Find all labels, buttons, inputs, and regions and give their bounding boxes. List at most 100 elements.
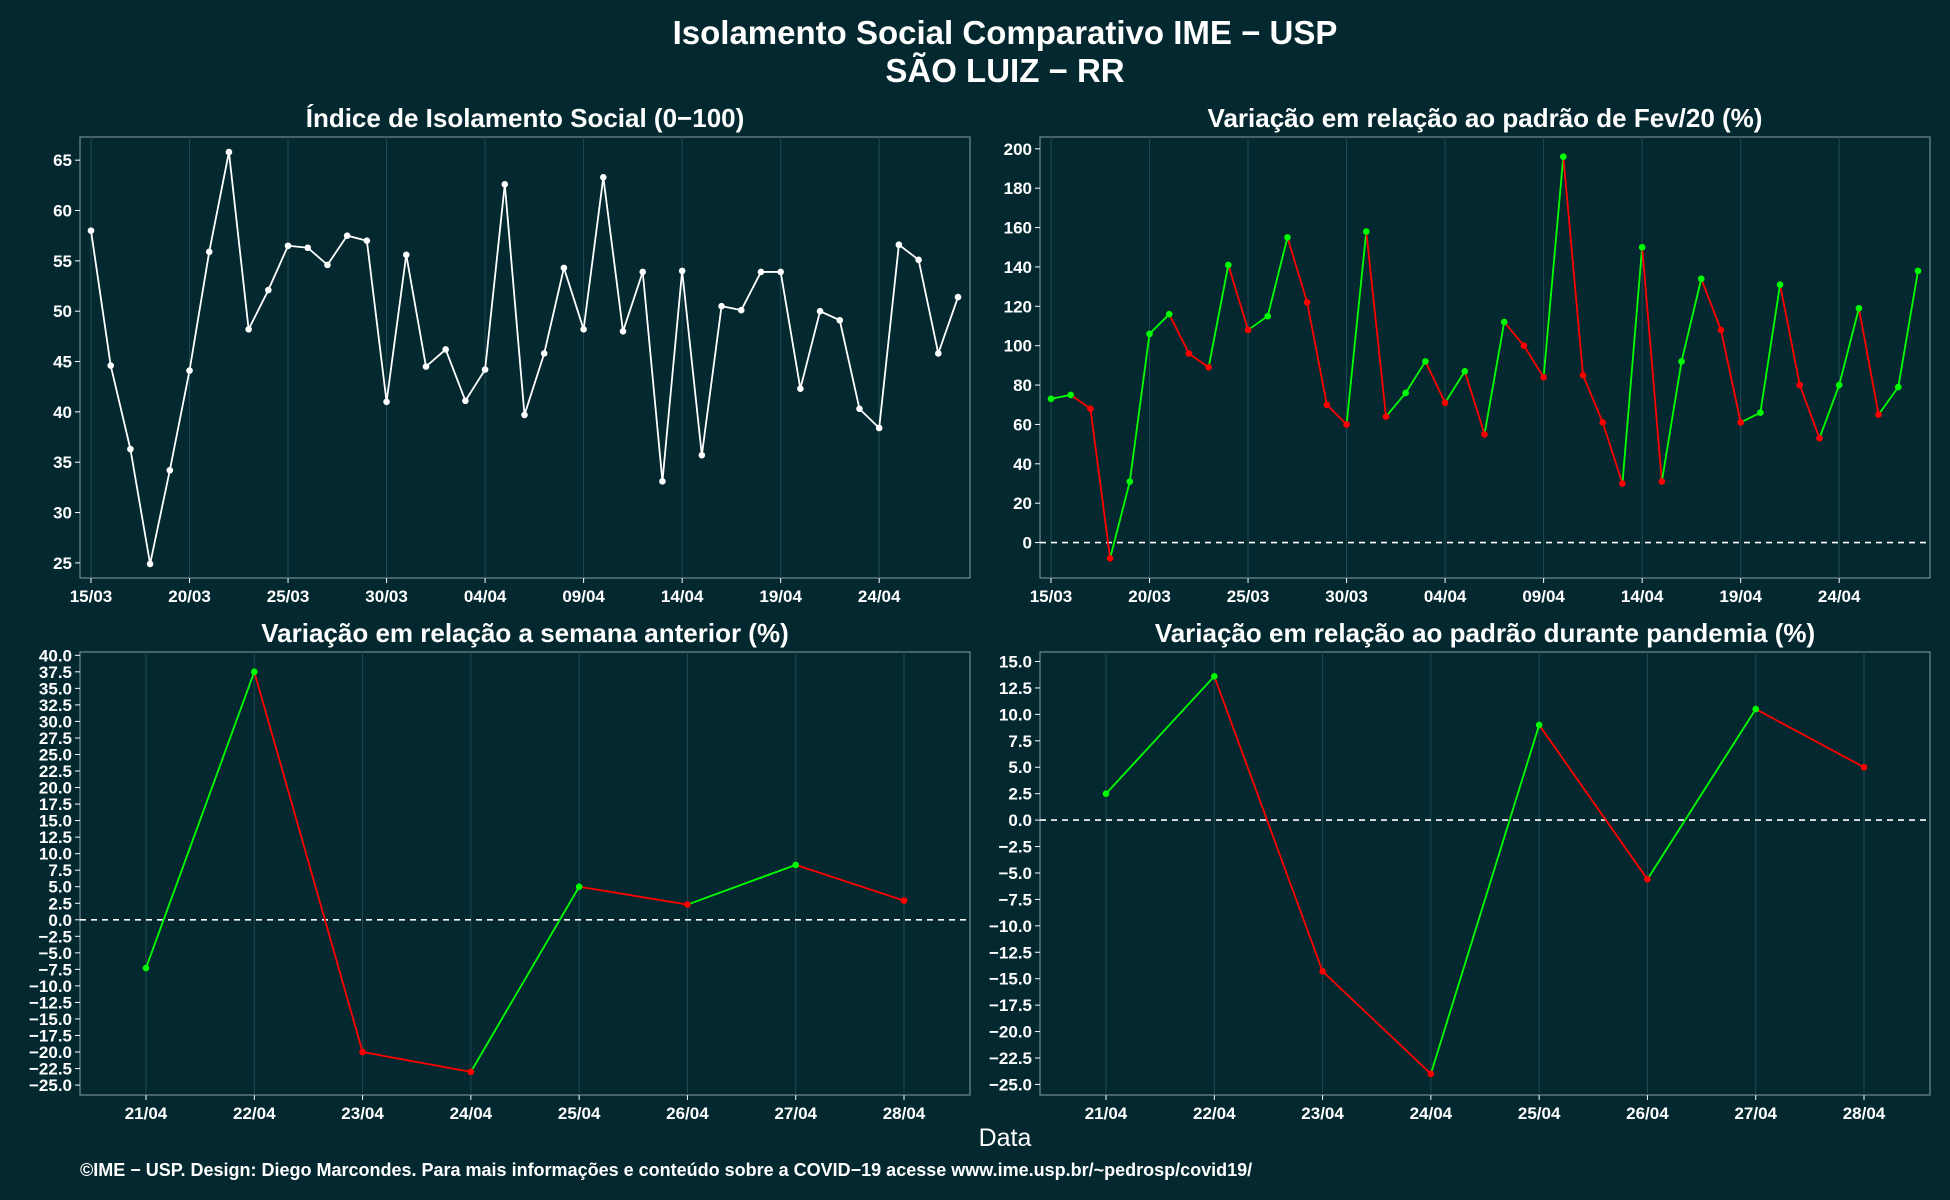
x-tick-label: 25/03: [267, 587, 310, 606]
series-segment: [1542, 156, 1565, 378]
data-point: [245, 326, 252, 333]
y-tick-label: −7.5: [998, 890, 1032, 909]
y-tick-label: 2.5: [48, 894, 72, 913]
data-point: [797, 385, 804, 393]
footer-credit: ©IME − USP. Design: Diego Marcondes. Par…: [80, 1160, 1252, 1180]
x-tick-label: 27/04: [1734, 1104, 1777, 1123]
series-segment: [1070, 394, 1091, 410]
y-tick-label: −25.0: [29, 1076, 72, 1095]
y-tick-label: 100: [1004, 337, 1032, 356]
series-segment: [1720, 329, 1742, 423]
x-tick-label: 24/04: [858, 587, 901, 606]
x-tick-label: 09/04: [1522, 587, 1565, 606]
series-segment: [1779, 284, 1801, 386]
series-segment: [1798, 384, 1821, 439]
data-point: [900, 897, 908, 904]
data-point: [757, 268, 765, 276]
series-segment: [1523, 345, 1545, 378]
data-point: [639, 268, 647, 276]
data-point: [1520, 342, 1528, 349]
y-tick-label: −2.5: [38, 927, 72, 946]
y-tick-label: 80: [1013, 376, 1032, 395]
series-segment: [326, 235, 348, 266]
main-title: Isolamento Social Comparativo IME − USP: [673, 14, 1338, 51]
data-point: [186, 367, 193, 374]
y-tick-label: −5.0: [998, 864, 1032, 883]
y-tick-label: −7.5: [38, 960, 72, 979]
data-point: [1087, 405, 1094, 412]
series-segment: [1601, 422, 1624, 484]
series-segment: [563, 267, 585, 330]
series-segment: [661, 270, 684, 482]
data-point: [1225, 261, 1232, 269]
series-segment: [90, 230, 112, 366]
series-segment: [878, 244, 900, 429]
data-point: [481, 366, 489, 373]
x-tick-label: 25/04: [558, 1104, 601, 1123]
data-point: [777, 268, 784, 276]
series-segment: [795, 864, 905, 902]
y-tick-label: 5.0: [1008, 758, 1032, 777]
series-segment: [1538, 724, 1649, 880]
data-point: [1102, 790, 1110, 797]
series-segment: [1740, 411, 1761, 424]
data-point: [856, 405, 863, 413]
data-point: [1244, 326, 1252, 334]
data-point: [1427, 1070, 1435, 1078]
series-segment: [1660, 361, 1683, 482]
y-tick-label: 60: [1013, 415, 1032, 434]
series-segment: [470, 886, 580, 1073]
series-segment: [1818, 384, 1841, 439]
data-point: [87, 227, 95, 234]
data-point: [146, 560, 154, 568]
data-point: [324, 261, 331, 269]
y-tick-label: 120: [1004, 297, 1032, 316]
data-point: [1855, 304, 1863, 312]
y-tick-label: −15.0: [989, 970, 1032, 989]
data-point: [284, 242, 292, 250]
y-tick-label: 40: [1013, 455, 1032, 474]
data-point: [1776, 281, 1784, 288]
x-tick-label: 28/04: [1843, 1104, 1886, 1123]
data-point: [659, 478, 666, 485]
data-point: [265, 286, 272, 294]
panel-variation-pandemic-pattern: Variação em relação ao padrão durante pa…: [989, 618, 1931, 1123]
series-segment: [1345, 231, 1368, 425]
series-segment: [484, 184, 506, 370]
data-point: [359, 1048, 366, 1056]
data-point: [1210, 673, 1218, 680]
data-point: [205, 248, 213, 256]
data-point: [1362, 228, 1370, 235]
series-segment: [1148, 313, 1170, 335]
series-segment: [799, 310, 821, 389]
y-tick-label: 37.5: [39, 663, 72, 682]
y-tick-label: 30: [53, 504, 72, 523]
y-tick-label: 160: [1004, 219, 1032, 238]
x-tick-label: 20/03: [1128, 587, 1171, 606]
series-segment: [838, 320, 861, 410]
series-segment: [149, 470, 171, 565]
series-segment: [898, 244, 920, 261]
data-point: [684, 901, 691, 908]
data-point: [1185, 350, 1193, 357]
y-tick-label: 17.5: [39, 795, 72, 814]
plot-frame: [1039, 651, 1931, 1096]
y-tick-label: 0.0: [48, 911, 72, 930]
x-tick-label: 30/03: [365, 587, 408, 606]
series-segment: [523, 353, 546, 416]
x-tick-label: 24/04: [450, 1104, 493, 1123]
y-tick-label: −17.5: [29, 1026, 72, 1045]
series-segment: [1207, 264, 1230, 368]
series-segment: [1109, 481, 1131, 559]
data-point: [792, 861, 800, 869]
series-segment: [917, 259, 940, 354]
y-tick-label: 20: [1013, 494, 1032, 513]
series-segment: [385, 254, 408, 402]
series-segment: [503, 184, 526, 415]
data-point: [1619, 480, 1626, 487]
series-segment: [208, 151, 230, 252]
x-tick-label: 19/04: [759, 587, 802, 606]
panel-variation-previous-week: Variação em relação a semana anterior (%…: [29, 618, 971, 1123]
data-point: [107, 362, 115, 369]
